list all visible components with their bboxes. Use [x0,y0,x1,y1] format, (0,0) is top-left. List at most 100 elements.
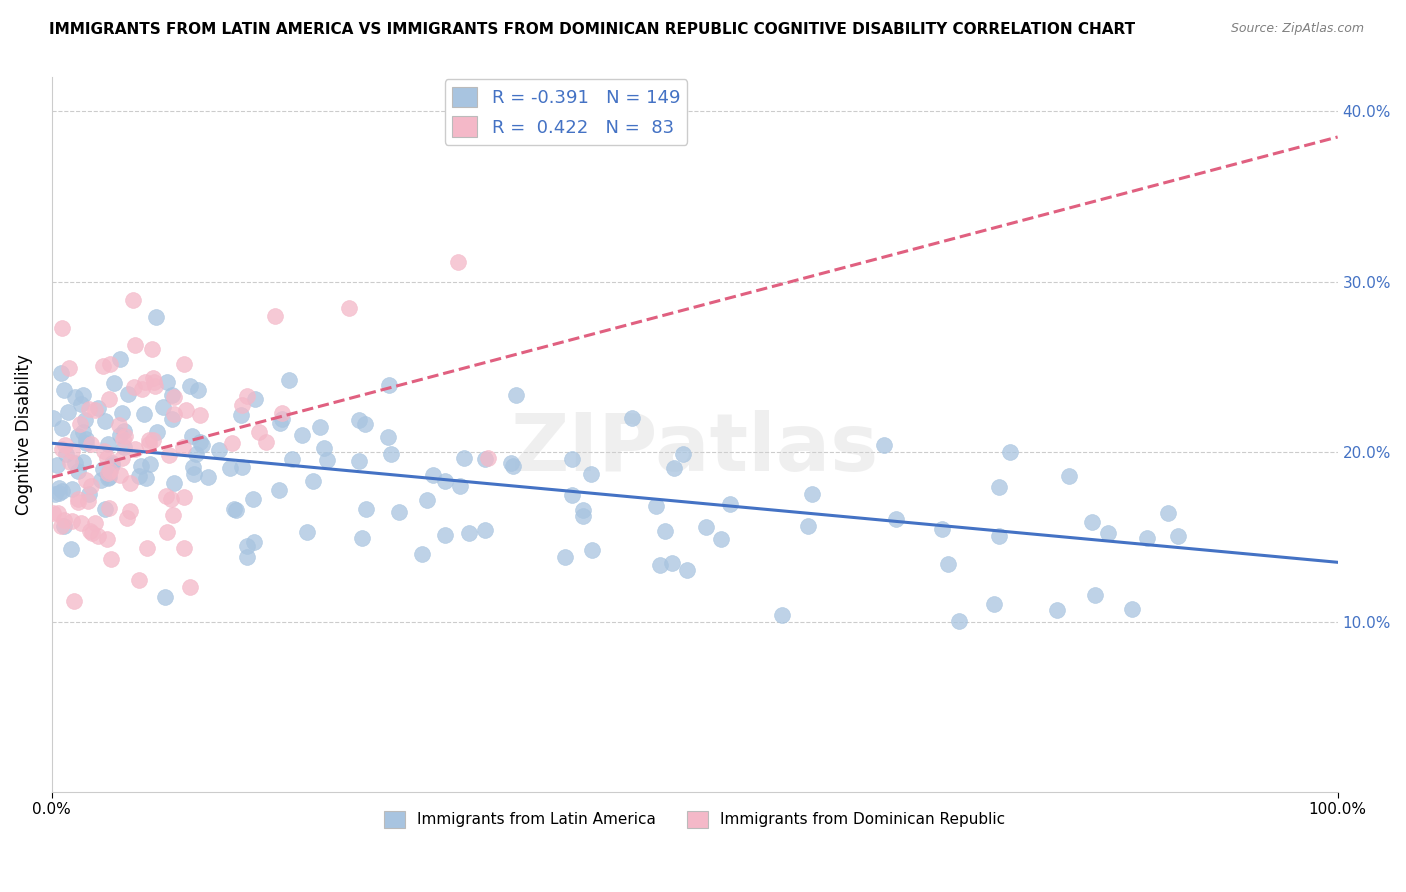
Point [42,507,65,521]
Point [156,524,179,539]
Text: IMMIGRANTS FROM LATIN AMERICA VS IMMIGRANTS FROM DOMINICAN REPUBLIC COGNITIVE DI: IMMIGRANTS FROM LATIN AMERICA VS IMMIGRA… [49,22,1135,37]
Point [138,437,160,451]
Point [97,392,120,406]
Point [179,580,201,594]
Point [52,383,75,397]
Point [91,359,114,373]
Point [449,479,471,493]
Point [108,468,131,483]
Point [377,430,399,444]
Point [474,451,496,466]
Point [67,495,90,509]
Point [51,442,73,456]
Point [709,532,731,546]
Point [188,434,211,449]
Point [134,375,156,389]
Point [988,529,1011,543]
Point [377,377,399,392]
Point [66,429,89,443]
Point [163,391,186,405]
Point [84,516,107,530]
Point [60,483,83,497]
Point [90,473,112,487]
Point [46,458,69,473]
Point [477,450,499,465]
Point [141,342,163,356]
Point [388,505,411,519]
Point [48,485,70,500]
Point [42,411,65,425]
Point [111,407,134,421]
Point [84,402,107,417]
Point [221,436,243,450]
Point [718,497,741,511]
Point [499,456,522,470]
Point [72,425,94,440]
Point [695,520,717,534]
Point [58,360,80,375]
Point [94,414,117,428]
Point [676,563,699,577]
Point [91,462,114,476]
Point [122,379,145,393]
Point [225,503,247,517]
Point [153,590,176,604]
Point [661,556,683,570]
Point [67,491,90,506]
Point [291,428,314,442]
Point [664,461,686,475]
Point [55,447,77,461]
Point [98,470,121,484]
Point [112,424,135,438]
Point [51,421,73,435]
Point [347,413,370,427]
Point [354,501,377,516]
Point [53,438,76,452]
Point [53,513,76,527]
Point [59,542,82,557]
Point [124,338,146,352]
Point [278,373,301,387]
Point [128,469,150,483]
Point [983,597,1005,611]
Point [269,483,291,497]
Point [69,417,91,432]
Point [163,407,186,421]
Point [155,375,177,389]
Point [247,425,270,439]
Text: ZIPatlas: ZIPatlas [510,410,879,488]
Point [146,425,169,439]
Point [301,474,323,488]
Point [77,401,100,416]
Point [242,492,264,507]
Point [56,405,79,419]
Point [103,376,125,391]
Point [458,525,481,540]
Point [172,440,194,454]
Point [118,475,141,490]
Point [76,494,98,508]
Point [354,417,377,432]
Point [271,412,294,426]
Point [128,573,150,587]
Point [352,531,374,545]
Point [188,408,211,422]
Point [157,448,180,462]
Point [69,397,91,411]
Point [94,502,117,516]
Point [62,514,84,528]
Point [474,523,496,537]
Point [281,452,304,467]
Point [187,383,209,397]
Point [654,524,676,539]
Point [129,459,152,474]
Point [80,437,103,451]
Point [60,444,83,458]
Point [142,433,165,447]
Point [96,451,118,466]
Point [155,489,177,503]
Point [124,442,146,456]
Point [101,458,124,472]
Point [1121,602,1143,616]
Point [143,375,166,389]
